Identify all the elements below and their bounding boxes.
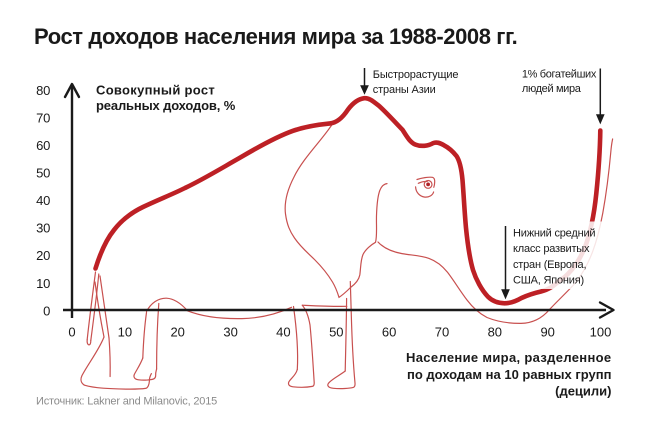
svg-text:40: 40 — [276, 325, 290, 340]
svg-text:50: 50 — [329, 325, 343, 340]
svg-text:стран (Европа,: стран (Европа, — [513, 259, 586, 271]
svg-text:США, Япония): США, Япония) — [513, 275, 584, 287]
svg-text:90: 90 — [540, 325, 554, 340]
svg-text:30: 30 — [223, 325, 237, 340]
svg-text:Быстрорастущие: Быстрорастущие — [373, 69, 459, 81]
svg-text:10: 10 — [118, 325, 132, 340]
svg-text:Население мира, разделенное: Население мира, разделенное — [406, 350, 611, 365]
svg-text:80: 80 — [488, 325, 502, 340]
svg-text:100: 100 — [590, 325, 612, 340]
svg-text:10: 10 — [36, 276, 50, 291]
svg-text:людей мира: людей мира — [522, 83, 582, 95]
svg-text:70: 70 — [36, 111, 50, 126]
svg-text:(децили): (децили) — [555, 384, 611, 399]
svg-text:60: 60 — [382, 325, 396, 340]
svg-text:страны Азии: страны Азии — [373, 84, 436, 96]
svg-text:60: 60 — [36, 138, 50, 153]
svg-text:Совокупный рост: Совокупный рост — [96, 82, 215, 97]
svg-text:1% богатейших: 1% богатейших — [522, 68, 597, 80]
svg-text:0: 0 — [68, 325, 75, 340]
svg-text:30: 30 — [36, 221, 50, 236]
svg-text:Нижний средний: Нижний средний — [513, 228, 595, 240]
svg-text:реальных доходов, %: реальных доходов, % — [96, 98, 236, 113]
svg-text:50: 50 — [36, 166, 50, 181]
svg-text:70: 70 — [435, 325, 449, 340]
svg-text:0: 0 — [43, 303, 50, 318]
svg-text:40: 40 — [36, 193, 50, 208]
svg-text:класс развитых: класс развитых — [513, 243, 590, 255]
svg-text:по доходам на 10 равных групп: по доходам на 10 равных групп — [407, 367, 612, 382]
svg-text:Рост доходов населения мира за: Рост доходов населения мира за 1988-2008… — [34, 24, 517, 49]
svg-text:80: 80 — [36, 83, 50, 98]
svg-text:20: 20 — [170, 325, 184, 340]
svg-text:20: 20 — [36, 248, 50, 263]
svg-text:Источник: Lakner and Milanovic: Источник: Lakner and Milanovic, 2015 — [36, 396, 217, 408]
